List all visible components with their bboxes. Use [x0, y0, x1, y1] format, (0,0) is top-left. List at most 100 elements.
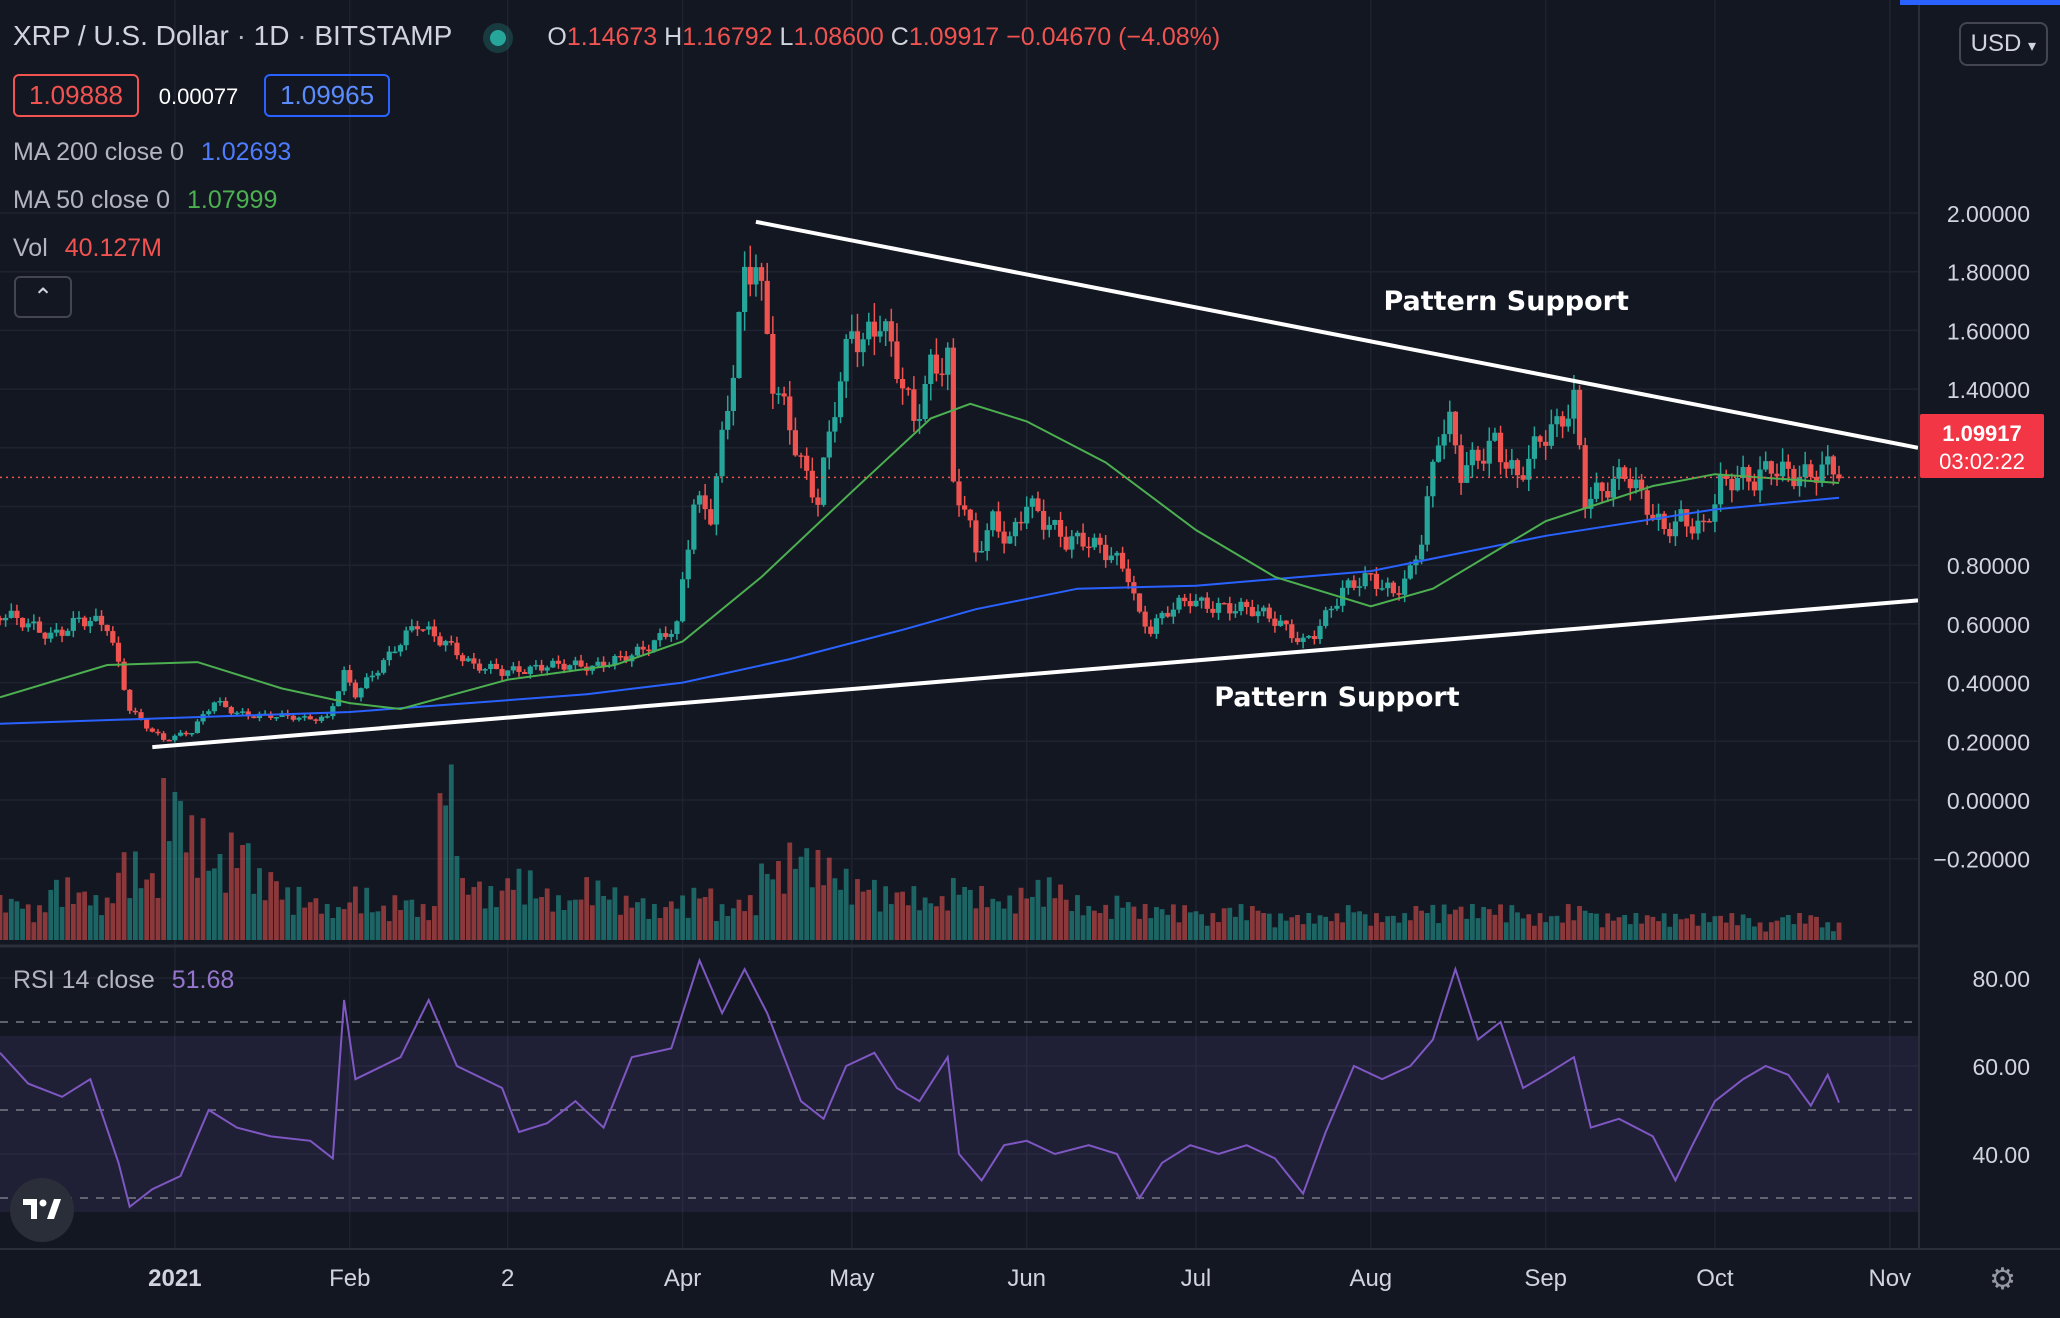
volume-bar — [31, 922, 37, 940]
time-axis[interactable]: 2021 Feb 2 Apr May Jun Jul Aug Sep Oct Nov — [148, 1265, 1911, 1292]
volume-bar — [1515, 912, 1520, 940]
candle-body — [1255, 611, 1261, 617]
candle-body — [1571, 389, 1577, 419]
tradingview-logo-icon[interactable] — [10, 1178, 74, 1242]
candle-body — [172, 735, 178, 741]
candle-body — [911, 389, 917, 421]
candle-body — [239, 711, 246, 713]
volume-bar — [1661, 913, 1667, 940]
time-tick-label: Nov — [1868, 1265, 1911, 1292]
volume-bar — [798, 856, 804, 940]
volume-bar — [877, 911, 883, 940]
volume-bar — [1345, 905, 1351, 940]
rsi-legend[interactable]: RSI 14 close 51.68 — [13, 966, 235, 994]
volume-bar — [494, 907, 499, 940]
volume-bar — [787, 842, 793, 940]
candle-body — [1830, 456, 1836, 475]
candle-body — [679, 579, 686, 622]
gear-icon[interactable]: ⚙ — [1989, 1263, 2016, 1296]
volume-bar — [1210, 913, 1216, 940]
volume-bar — [285, 887, 291, 940]
symbol-name[interactable]: XRP / U.S. Dollar — [13, 20, 229, 51]
volume-bar — [392, 895, 398, 940]
candle-body — [1537, 436, 1543, 442]
volume-legend[interactable]: Vol 40.127M — [13, 234, 163, 262]
candle-body — [1086, 546, 1092, 549]
volume-bar — [894, 892, 900, 940]
volume-bar — [1554, 915, 1560, 940]
volume-bar — [793, 868, 798, 940]
volume-bar — [979, 886, 984, 940]
volume-bar — [307, 902, 313, 940]
volume-bar — [939, 896, 945, 940]
volume-bar — [1503, 922, 1509, 940]
volume-bar — [1469, 904, 1475, 940]
candle-body — [922, 383, 928, 420]
candle-body — [1627, 478, 1633, 489]
rsi-axis[interactable]: 80.00 60.00 40.00 — [1972, 966, 2030, 1168]
candle-body — [1418, 544, 1425, 560]
price-axis[interactable]: 2.000001.800001.600001.400001.200000.800… — [1933, 201, 2030, 873]
candles — [0, 245, 1842, 743]
volume-bar — [1249, 905, 1255, 940]
volume-bar — [336, 907, 341, 940]
candle-body — [939, 373, 945, 376]
candle-body — [127, 689, 133, 711]
volume-bar — [1131, 906, 1137, 940]
volume-bar — [826, 857, 832, 940]
ask-button[interactable]: 1.09965 — [264, 74, 391, 117]
candle-body — [1514, 460, 1521, 476]
volume-bar — [1644, 915, 1650, 940]
ma200-legend[interactable]: MA 200 close 0 1.02693 — [13, 138, 292, 166]
candle-body — [471, 658, 477, 664]
volume-bar — [680, 895, 685, 940]
volume-bar — [584, 877, 590, 940]
candle-body — [1464, 465, 1470, 483]
interval[interactable]: 1D — [253, 20, 290, 51]
volume-bar — [144, 879, 150, 940]
volume-bar — [1114, 895, 1120, 940]
trendlines[interactable] — [152, 219, 1919, 750]
volume-bar — [753, 915, 759, 940]
time-tick-label: Oct — [1696, 1265, 1734, 1292]
candle-body — [1503, 462, 1509, 469]
volume-bar — [1058, 884, 1063, 940]
ma50-legend[interactable]: MA 50 close 0 1.07999 — [13, 186, 278, 214]
volume-bar — [1407, 920, 1413, 940]
volume-bar — [905, 905, 911, 940]
candle-body — [1300, 637, 1306, 643]
candle-body — [1379, 588, 1385, 590]
candle-body — [1599, 482, 1605, 492]
volume-bar — [1227, 907, 1233, 940]
volume-bar — [708, 888, 714, 940]
volume-bar — [1244, 920, 1250, 940]
volume-bar — [911, 886, 917, 940]
candle-body — [1080, 532, 1086, 547]
volume-bar — [556, 895, 561, 940]
volume-bar — [1013, 913, 1018, 940]
volume-bar — [866, 889, 872, 940]
candle-body — [1238, 601, 1244, 612]
annotation-upper[interactable]: Pattern Support — [1383, 286, 1629, 317]
candle-body — [854, 331, 861, 353]
candle-body — [8, 610, 14, 618]
candle-body — [1402, 578, 1408, 595]
currency-select[interactable]: USD ▾ — [1958, 22, 2048, 66]
candle-body — [1153, 618, 1160, 634]
candle-body — [1103, 544, 1109, 561]
volume-bar — [1046, 877, 1052, 940]
volume-bar — [149, 873, 155, 940]
volume-bar — [3, 912, 9, 940]
chevron-up-icon[interactable]: ⌃ — [14, 276, 72, 318]
volume-bar — [1701, 913, 1707, 940]
candle-body — [1373, 573, 1380, 589]
annotation-lower[interactable]: Pattern Support — [1214, 682, 1460, 713]
candle-body — [245, 711, 251, 717]
tradingview-logo-icon — [23, 1199, 61, 1219]
volume-bar — [1080, 915, 1086, 940]
candle-body — [1808, 464, 1814, 477]
volume-bar — [544, 888, 550, 940]
candle-body — [1729, 478, 1735, 491]
bid-button[interactable]: 1.09888 — [13, 74, 139, 117]
